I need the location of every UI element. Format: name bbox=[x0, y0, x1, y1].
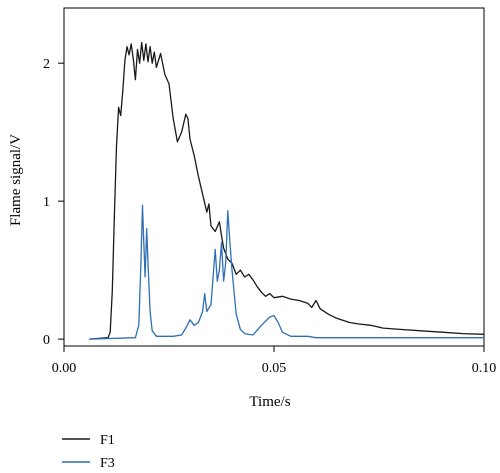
legend-label-f1: F1 bbox=[100, 433, 115, 448]
legend: F1 F3 bbox=[62, 433, 115, 471]
series-line-f3 bbox=[89, 204, 484, 340]
plot-frame bbox=[63, 7, 485, 347]
y-tick-label: 0 bbox=[43, 333, 50, 348]
y-tick-label: 1 bbox=[43, 195, 50, 210]
y-axis-title: Flame signal/V bbox=[8, 134, 24, 226]
x-tick-label: 0.05 bbox=[262, 361, 287, 376]
series-group bbox=[89, 41, 485, 340]
x-axis-title: Time/s bbox=[249, 394, 290, 410]
x-tick-label: 0.10 bbox=[472, 361, 497, 376]
y-tick-label: 2 bbox=[43, 57, 50, 72]
y-axis-ticks: 0 1 2 bbox=[43, 57, 64, 348]
x-tick-label: 0.00 bbox=[52, 361, 77, 376]
x-axis-ticks: 0.00 0.05 0.10 bbox=[52, 346, 497, 376]
plot-area bbox=[63, 7, 485, 347]
series-line-f1 bbox=[89, 41, 485, 340]
legend-label-f3: F3 bbox=[100, 456, 115, 471]
